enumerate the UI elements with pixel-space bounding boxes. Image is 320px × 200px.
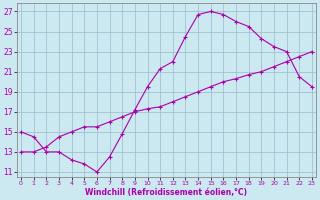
- X-axis label: Windchill (Refroidissement éolien,°C): Windchill (Refroidissement éolien,°C): [85, 188, 247, 197]
